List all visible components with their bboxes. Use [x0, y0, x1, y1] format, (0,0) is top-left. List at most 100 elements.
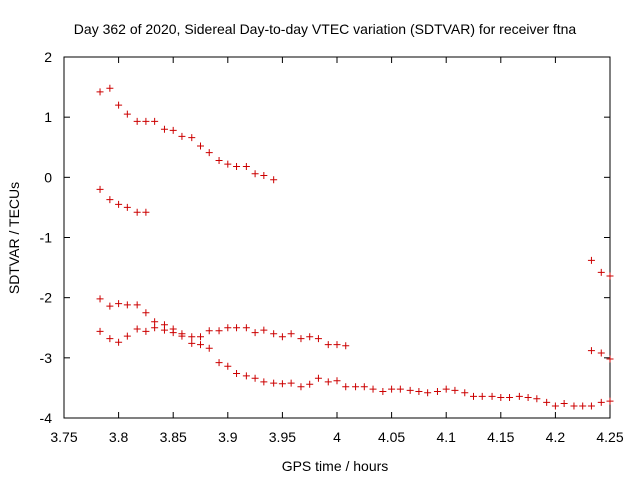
y-tick-label: -1	[40, 230, 53, 246]
x-axis-label: GPS time / hours	[282, 458, 389, 474]
x-tick-label: 3.8	[109, 429, 129, 445]
data-point-sat-e	[597, 268, 605, 276]
data-point-sat-f	[606, 355, 614, 363]
data-point-sat-d	[478, 392, 486, 400]
data-point-sat-d	[560, 400, 568, 408]
data-point-sat-d	[314, 374, 322, 382]
x-tick-label: 4.25	[596, 429, 623, 445]
x-tick-label: 4.05	[378, 429, 405, 445]
data-point-sat-c	[142, 309, 150, 317]
data-point-sat-c	[270, 330, 278, 338]
data-point-sat-c	[115, 300, 123, 308]
data-point-sat-d	[151, 324, 159, 332]
data-point-sat-d	[461, 389, 469, 397]
data-point-sat-a	[197, 142, 204, 150]
data-point-sat-b	[123, 203, 131, 211]
data-point-sat-d	[306, 380, 314, 388]
data-point-sat-a	[242, 163, 250, 171]
x-tick-label: 4.15	[487, 429, 514, 445]
data-point-sat-d	[123, 332, 131, 340]
y-tick-label: 0	[44, 169, 52, 185]
y-tick-label: -2	[40, 290, 53, 306]
data-point-sat-d	[178, 332, 186, 340]
data-point-sat-c	[233, 324, 241, 332]
x-tick-label: 3.85	[160, 429, 187, 445]
data-point-sat-d	[242, 372, 250, 380]
data-point-sat-d	[169, 329, 177, 337]
data-point-sat-d	[470, 392, 477, 400]
data-point-sat-d	[352, 383, 360, 391]
data-point-sat-a	[178, 132, 186, 140]
data-point-sat-a	[160, 125, 168, 133]
data-point-sat-a	[260, 172, 268, 180]
data-point-sat-d	[297, 383, 305, 391]
data-point-sat-d	[333, 377, 341, 385]
data-point-sat-c	[106, 302, 114, 310]
data-point-sat-c	[197, 333, 204, 341]
data-point-sat-d	[396, 385, 404, 393]
plot-frame	[63, 56, 611, 419]
data-point-sat-d	[270, 379, 278, 387]
data-point-sat-d	[106, 335, 114, 343]
data-point-sat-d	[233, 369, 241, 377]
data-point-sat-d	[451, 386, 459, 394]
data-point-sat-e	[587, 256, 595, 264]
data-point-sat-d	[278, 380, 286, 388]
data-point-sat-a	[106, 84, 114, 92]
data-point-sat-a	[96, 88, 104, 96]
x-tick-label: 4.1	[436, 429, 456, 445]
data-point-sat-c	[324, 341, 332, 349]
data-point-sat-c	[306, 333, 314, 341]
data-point-sat-a	[188, 134, 196, 142]
data-point-sat-a	[205, 149, 213, 157]
data-point-sat-c	[297, 335, 305, 343]
y-axis-label: SDTVAR / TECUs	[6, 182, 22, 294]
data-point-sat-d	[287, 379, 295, 387]
data-point-sat-d	[215, 359, 223, 367]
data-point-sat-d	[433, 388, 441, 396]
data-point-sat-d	[133, 325, 141, 333]
data-point-sat-c	[333, 341, 341, 349]
data-point-sat-d	[551, 402, 559, 410]
data-point-sat-d	[579, 402, 587, 410]
data-point-sat-d	[251, 374, 259, 382]
data-point-sat-c	[242, 324, 250, 332]
data-point-sat-c	[224, 324, 232, 332]
x-tick-label: 3.9	[218, 429, 238, 445]
data-point-sat-c	[188, 333, 196, 341]
data-point-sat-d	[424, 389, 432, 397]
data-point-sat-a	[270, 176, 278, 184]
data-point-sat-d	[160, 326, 168, 334]
data-point-sat-d	[524, 394, 532, 402]
data-point-sat-c	[96, 295, 104, 303]
y-tick-label: 2	[44, 49, 52, 65]
data-point-sat-c	[133, 301, 141, 309]
data-point-sat-c	[342, 342, 350, 350]
data-point-sat-f	[587, 347, 595, 355]
data-point-sat-f	[597, 349, 605, 357]
data-point-sat-c	[151, 318, 159, 326]
data-point-sat-d	[369, 385, 377, 393]
data-point-sat-c	[215, 327, 223, 335]
data-point-sat-d	[497, 394, 505, 402]
data-point-sat-a	[142, 117, 150, 125]
data-point-sat-a	[224, 160, 232, 168]
data-point-sat-b	[133, 208, 141, 216]
data-point-sat-d	[506, 394, 514, 402]
data-point-sat-d	[597, 398, 605, 406]
data-point-sat-a	[215, 156, 223, 164]
data-point-sat-d	[488, 392, 496, 400]
x-tick-label: 4	[333, 429, 341, 445]
data-point-sat-d	[197, 341, 204, 349]
y-tick-label: -4	[40, 410, 53, 426]
data-point-sat-a	[169, 126, 177, 134]
axes: 3.75 3.8 3.85 3.9 3.95 4 4.05 4.1 4.15 4.2 4.25 -4 -…	[40, 49, 624, 445]
data-point-sat-d	[406, 386, 414, 394]
data-point-sat-d	[515, 392, 523, 400]
data-points	[96, 84, 614, 410]
data-point-sat-a	[115, 101, 123, 109]
data-point-sat-c	[123, 301, 131, 309]
data-point-sat-b	[142, 208, 150, 216]
data-point-sat-d	[570, 402, 578, 410]
